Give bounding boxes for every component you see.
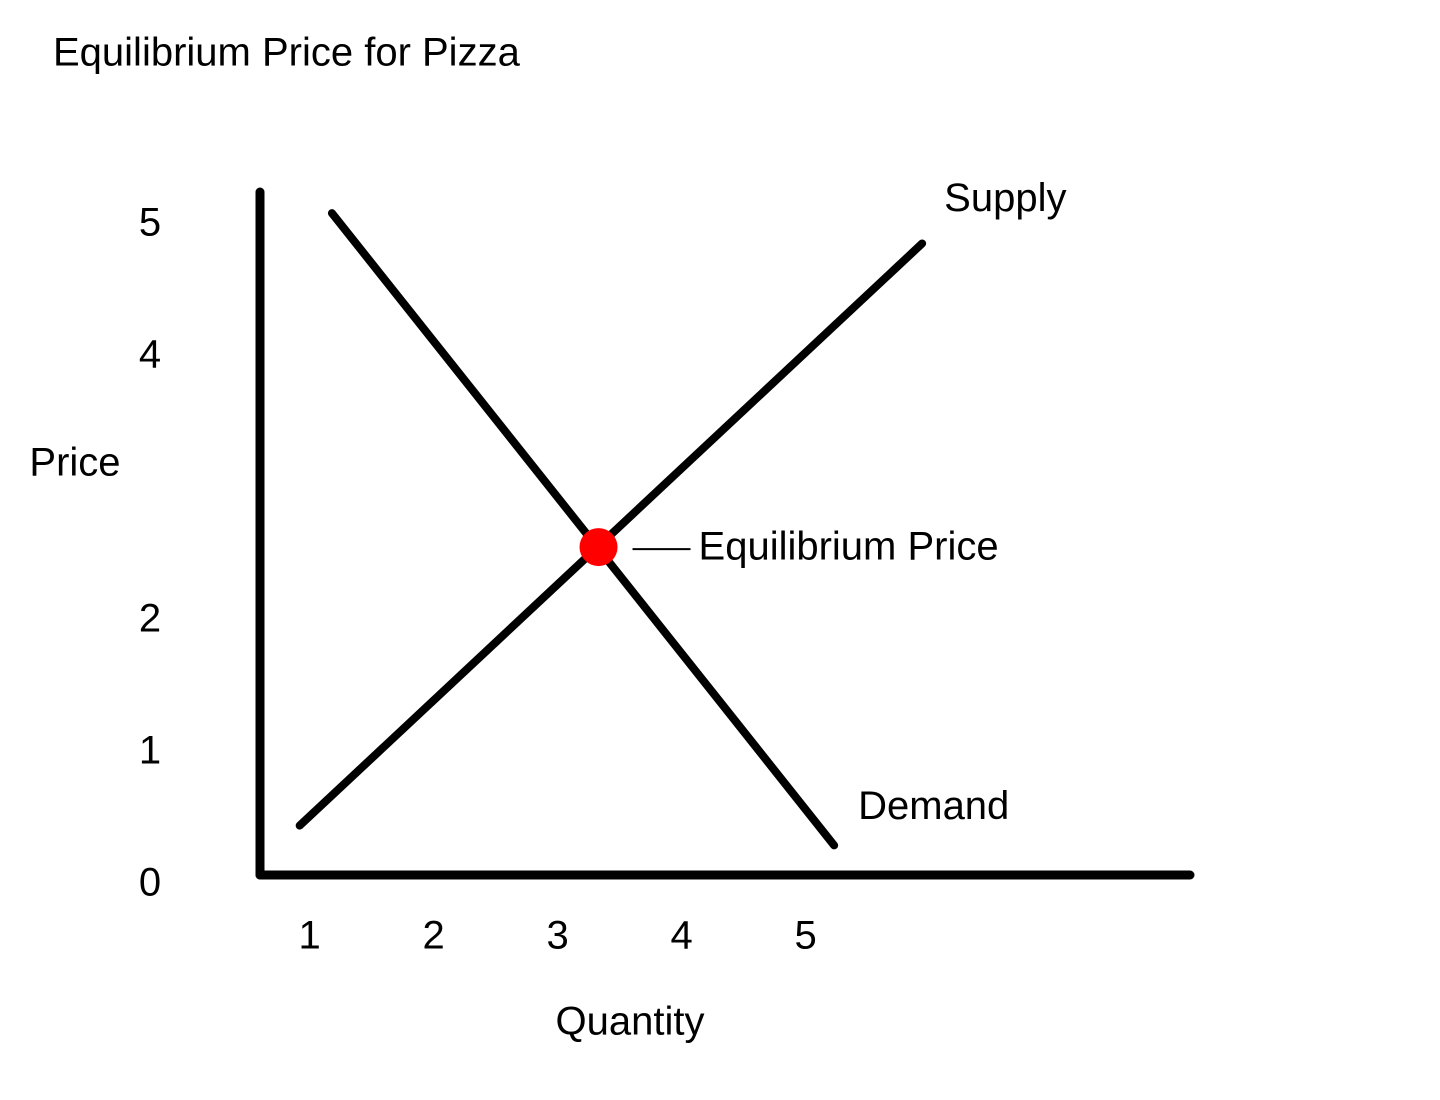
x-tick-label: 1 — [298, 914, 320, 958]
y-tick-label: 1 — [139, 729, 161, 773]
x-tick-label: 4 — [670, 914, 692, 958]
x-axis-label: Quantity — [556, 1000, 705, 1044]
line-series — [327, 209, 839, 850]
y-tick-label: 5 — [139, 201, 161, 245]
x-tick-label: 3 — [546, 914, 568, 958]
y-tick-label: 0 — [139, 861, 161, 905]
series-label: Supply — [944, 176, 1066, 220]
x-tick-label: 5 — [794, 914, 816, 958]
x-tick-label: 2 — [422, 914, 444, 958]
equilibrium-point — [579, 528, 618, 567]
series-label: Demand — [858, 784, 1009, 828]
y-tick-label: 4 — [139, 333, 161, 377]
chart-title: Equilibrium Price for Pizza — [53, 31, 521, 75]
y-tick-label: 2 — [139, 597, 161, 641]
annotation-label: Equilibrium Price — [699, 525, 999, 569]
y-axis-label: Price — [29, 441, 120, 485]
